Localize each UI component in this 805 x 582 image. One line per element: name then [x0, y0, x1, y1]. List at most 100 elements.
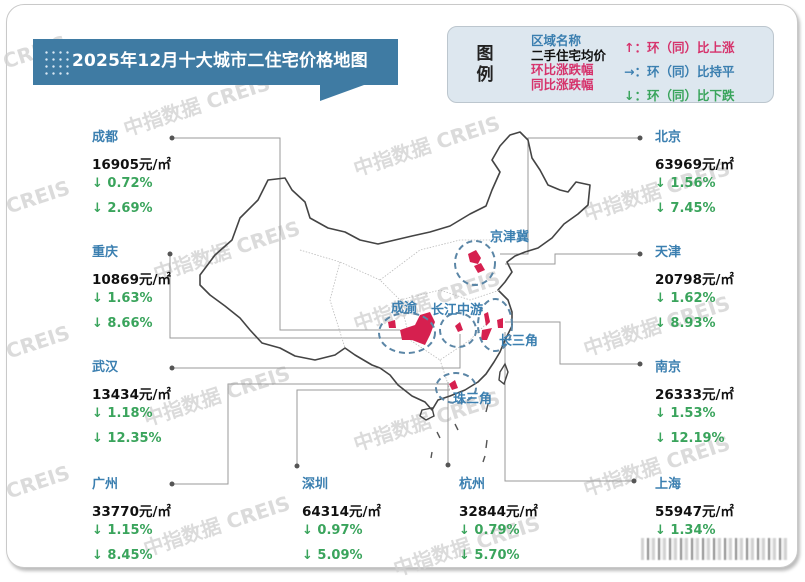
city-yoy: ↓ 8.66%: [92, 316, 153, 331]
leader-line-chongqing: [169, 254, 410, 339]
city-card-tianjin: 天津 20798元/㎡ ↓ 1.62% ↓ 8.93%: [655, 241, 734, 333]
city-name: 成都: [92, 130, 119, 145]
city-yoy: ↓ 12.19%: [655, 431, 725, 446]
leader-dot: [169, 135, 175, 141]
city-yoy: ↓ 12.35%: [92, 431, 162, 446]
leader-line-shanghai: [504, 332, 634, 482]
city-card-shenzhen: 深圳 64314元/㎡ ↓ 0.97% ↓ 5.09%: [302, 473, 381, 565]
region-label-changsanjiao: 长三角: [499, 334, 539, 349]
region-circle-changjiang: [439, 312, 477, 348]
city-name: 广州: [92, 477, 119, 492]
city-name: 深圳: [302, 477, 329, 492]
region-circles: [378, 240, 513, 404]
city-card-hangzhou: 杭州 32844元/㎡ ↓ 0.79% ↓ 5.70%: [459, 473, 538, 565]
region-label-zhusanjiao: 珠三角: [453, 392, 493, 407]
legend-fields: 区域名称 二手住宅均价 环比涨跌幅 同比涨跌幅: [531, 33, 607, 92]
city-mom: ↓ 0.97%: [302, 523, 363, 538]
city-name: 武汉: [92, 360, 119, 375]
leader-dot: [445, 462, 451, 468]
leader-dot: [169, 481, 175, 487]
leader-dot: [637, 361, 643, 367]
city-price: 13434元/㎡: [92, 387, 171, 403]
city-name: 上海: [655, 477, 682, 492]
title-banner-tail: [320, 85, 364, 101]
leader-line-shenzhen: [296, 389, 450, 466]
city-price: 16905元/㎡: [92, 157, 171, 173]
china-outline: [199, 131, 591, 411]
city-card-beijing: 北京 63969元/㎡ ↓ 1.56% ↓ 7.45%: [655, 126, 734, 218]
page-title: 2025年12月十大城市二住宅价格地图: [72, 51, 368, 71]
city-mom: ↓ 1.56%: [655, 176, 716, 191]
city-yoy: ↓ 2.69%: [92, 201, 153, 216]
leader-dot: [169, 365, 175, 371]
region-circle-changsanjiao: [477, 298, 513, 352]
city-card-wuhan: 武汉 13434元/㎡ ↓ 1.18% ↓ 12.35%: [92, 356, 171, 448]
legend-avg-price: 二手住宅均价: [531, 47, 607, 63]
title-banner: [33, 39, 398, 85]
city-price: 63969元/㎡: [655, 157, 734, 173]
city-card-shanghai: 上海 55947元/㎡ ↓ 1.34%: [655, 473, 734, 565]
city-mom: ↓ 1.18%: [92, 406, 153, 421]
city-card-nanjing: 南京 26333元/㎡ ↓ 1.53% ↓ 12.19%: [655, 356, 734, 448]
region-label-chengyu: 成渝: [391, 301, 418, 316]
legend-mom-change: 环比涨跌幅: [531, 62, 594, 77]
city-mom: ↓ 1.15%: [92, 523, 153, 538]
leader-line-guangzhou: [172, 383, 455, 485]
city-name: 北京: [655, 130, 682, 145]
city-yoy: ↓ 8.93%: [655, 316, 716, 331]
obscured-strip: [641, 538, 789, 560]
city-price: 55947元/㎡: [655, 504, 734, 520]
city-mom: ↓ 1.62%: [655, 291, 716, 306]
dot-grid-icon: [43, 49, 73, 77]
city-mom: ↓ 1.53%: [655, 406, 716, 421]
region-circle-chengyu: [378, 312, 436, 354]
city-card-chongqing: 重庆 10869元/㎡ ↓ 1.63% ↓ 8.66%: [92, 241, 171, 333]
city-price: 10869元/㎡: [92, 272, 171, 288]
south-china-sea-islands: [430, 403, 489, 463]
city-name: 天津: [655, 245, 682, 260]
hainan-island: [419, 407, 435, 421]
legend-flat-arrow: →：环（同）比持平: [624, 64, 735, 79]
region-circle-jingjinji: [454, 240, 496, 286]
legend-box: [447, 26, 774, 103]
taiwan-island: [498, 362, 509, 386]
leader-dot: [167, 251, 173, 257]
leader-dot: [294, 463, 300, 469]
city-price: 33770元/㎡: [92, 504, 171, 520]
city-name: 重庆: [92, 245, 119, 260]
leader-dot: [637, 135, 643, 141]
leader-line-chengdu: [172, 137, 400, 331]
region-label-changjiang: 长江中游: [431, 303, 484, 318]
hotspots: [388, 250, 503, 390]
region-circle-zhusanjiao: [435, 372, 477, 404]
city-price: 64314元/㎡: [302, 504, 381, 520]
city-yoy: ↓ 8.45%: [92, 548, 153, 563]
leader-line-wuhan: [172, 334, 461, 369]
region-label-jingjinji: 京津冀: [490, 230, 530, 245]
city-mom: ↓ 0.72%: [92, 176, 153, 191]
city-name: 南京: [655, 360, 682, 375]
city-yoy: ↓ 7.45%: [655, 201, 716, 216]
leader-dot: [637, 251, 643, 257]
leader-line-nanjing: [505, 321, 640, 365]
legend-yoy-change: 同比涨跌幅: [531, 76, 594, 92]
leader-dot: [631, 478, 637, 484]
city-yoy: ↓ 5.09%: [302, 548, 363, 563]
city-name: 杭州: [459, 477, 486, 492]
city-mom: ↓ 0.79%: [459, 523, 520, 538]
city-yoy: ↓ 5.70%: [459, 548, 520, 563]
leader-line-tianjin: [505, 253, 640, 265]
legend-down-arrow: ↓：环（同）比下跌: [624, 88, 735, 103]
legend-up-arrow: ↑：环（同）比上涨: [624, 40, 735, 55]
city-mom: ↓ 1.34%: [655, 523, 716, 538]
legend-region-name: 区域名称: [531, 33, 582, 48]
city-card-chengdu: 成都 16905元/㎡ ↓ 0.72% ↓ 2.69%: [92, 126, 171, 218]
city-price: 32844元/㎡: [459, 504, 538, 520]
city-mom: ↓ 1.63%: [92, 291, 153, 306]
city-card-guangzhou: 广州 33770元/㎡ ↓ 1.15% ↓ 8.45%: [92, 473, 171, 565]
city-price: 26333元/㎡: [655, 387, 734, 403]
legend-arrows: ↑：环（同）比上涨 →：环（同）比持平 ↓：环（同）比下跌: [624, 36, 734, 108]
legend-heading: 图例: [476, 44, 494, 85]
leader-line-beijing: [500, 137, 640, 255]
